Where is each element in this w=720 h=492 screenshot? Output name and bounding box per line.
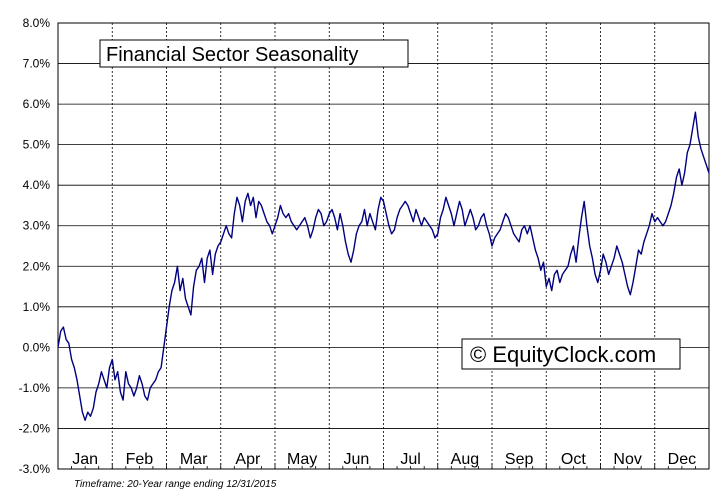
timeframe-footnote: Timeframe: 20-Year range ending 12/31/20… <box>74 479 277 490</box>
x-axis-ticks: Jan Feb Mar Apr May Jun Jul Aug Sep Oct Nov Dec <box>57 451 710 469</box>
x-tick-label: Oct <box>561 451 586 468</box>
x-tick-label: Feb <box>126 451 154 468</box>
x-tick-label: Apr <box>235 451 261 468</box>
y-tick-label: 6.0% <box>23 97 51 111</box>
x-tick-label: Jul <box>400 451 420 468</box>
y-tick-label: 5.0% <box>23 138 51 152</box>
gridlines <box>58 22 709 470</box>
x-tick-label: May <box>287 451 317 468</box>
chart-title-box: Financial Sector Seasonality <box>99 39 409 68</box>
x-tick-label: Mar <box>180 451 208 468</box>
y-tick-label: -1.0% <box>19 381 51 395</box>
y-tick-label: 4.0% <box>23 178 51 192</box>
watermark-text: © EquityClock.com <box>470 342 656 367</box>
y-tick-label: 0.0% <box>23 340 51 354</box>
x-tick-label: Jan <box>72 451 98 468</box>
chart-title: Financial Sector Seasonality <box>106 44 358 66</box>
y-tick-label: 1.0% <box>23 300 51 314</box>
y-axis-ticks: 8.0% 7.0% 6.0% 5.0% 4.0% 3.0% 2.0% 1.0% 0.0% -1.0… <box>19 16 51 476</box>
x-tick-label: Nov <box>613 451 641 468</box>
x-tick-label: Dec <box>668 451 696 468</box>
y-tick-label: -2.0% <box>19 421 51 435</box>
series-line <box>57 111 710 421</box>
plot-frame <box>57 22 710 470</box>
x-tick-label: Aug <box>451 451 479 468</box>
x-tick-label: Jun <box>343 451 369 468</box>
y-tick-label: 8.0% <box>23 16 51 30</box>
y-tick-label: 2.0% <box>23 259 51 273</box>
watermark-box: © EquityClock.com <box>461 338 681 370</box>
y-tick-label: -3.0% <box>19 462 51 476</box>
y-tick-label: 3.0% <box>23 219 51 233</box>
x-tick-label: Sep <box>505 451 534 468</box>
y-tick-label: 7.0% <box>23 57 51 71</box>
